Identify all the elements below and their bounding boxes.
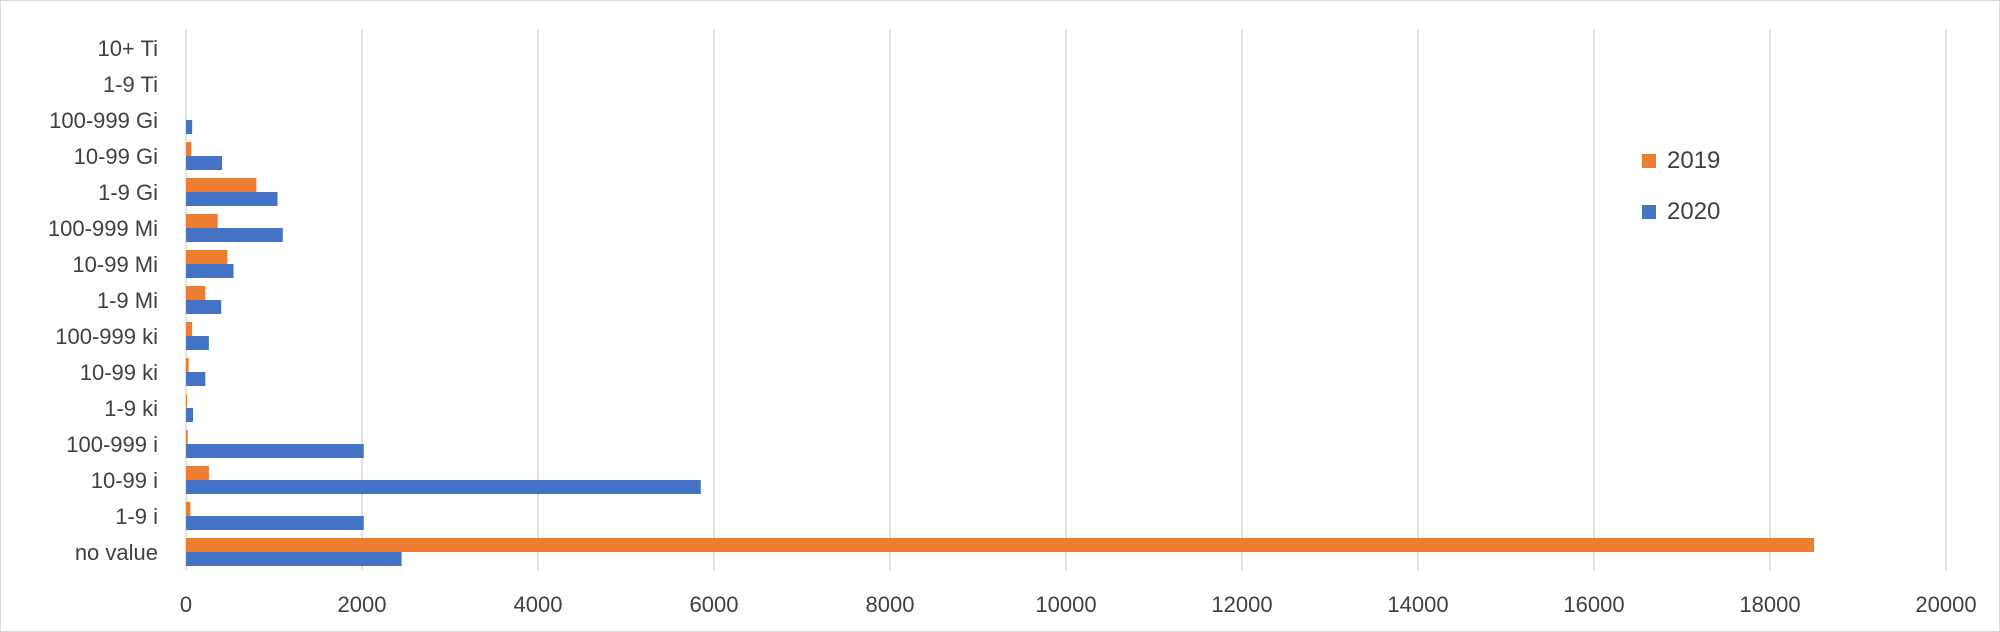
bar-2020 bbox=[186, 156, 223, 170]
legend-swatch-2019 bbox=[1642, 154, 1656, 168]
bar-2020 bbox=[186, 516, 364, 530]
bar-2020 bbox=[186, 264, 234, 278]
legend-label-2019: 2019 bbox=[1667, 147, 1720, 174]
category-label: 10+ Ti bbox=[97, 36, 158, 61]
x-tick-label: 10000 bbox=[1035, 592, 1096, 617]
bar-2020 bbox=[186, 192, 278, 206]
x-tick-label: 20000 bbox=[1915, 592, 1976, 617]
bar-2020 bbox=[186, 300, 222, 314]
category-label: no value bbox=[75, 540, 158, 565]
category-label: 1-9 Gi bbox=[98, 180, 158, 205]
bar-2020 bbox=[186, 336, 209, 350]
legend-swatch-2020 bbox=[1642, 205, 1656, 219]
bar-2020 bbox=[186, 228, 283, 242]
bar-2019 bbox=[186, 322, 193, 336]
bar-2020 bbox=[186, 552, 402, 566]
bar-2019 bbox=[186, 502, 191, 516]
category-label: 1-9 ki bbox=[104, 396, 158, 421]
x-tick-label: 18000 bbox=[1739, 592, 1800, 617]
x-tick-label: 8000 bbox=[866, 592, 915, 617]
category-label: 1-9 Mi bbox=[97, 288, 158, 313]
category-label: 10-99 ki bbox=[80, 360, 158, 385]
bar-2019 bbox=[186, 358, 189, 372]
category-label: 10-99 Gi bbox=[74, 144, 158, 169]
x-tick-label: 16000 bbox=[1563, 592, 1624, 617]
bar-2020 bbox=[186, 480, 701, 494]
x-tick-label: 4000 bbox=[514, 592, 563, 617]
x-tick-label: 0 bbox=[180, 592, 192, 617]
x-tick-label: 14000 bbox=[1387, 592, 1448, 617]
bar-2020 bbox=[186, 372, 206, 386]
category-label: 10-99 i bbox=[91, 468, 158, 493]
category-label: 1-9 i bbox=[115, 504, 158, 529]
bar-2020 bbox=[186, 444, 364, 458]
bar-2019 bbox=[186, 142, 192, 156]
bar-2019 bbox=[186, 466, 209, 480]
bar-2019 bbox=[186, 214, 218, 228]
category-label: 100-999 Mi bbox=[48, 216, 158, 241]
bar-2019 bbox=[186, 286, 206, 300]
category-label: 100-999 Gi bbox=[49, 108, 158, 133]
legend-label-2020: 2020 bbox=[1667, 198, 1720, 225]
category-label: 100-999 i bbox=[66, 432, 158, 457]
x-tick-label: 2000 bbox=[338, 592, 387, 617]
bar-2020 bbox=[186, 120, 193, 134]
x-tick-label: 12000 bbox=[1211, 592, 1272, 617]
bar-2020 bbox=[186, 408, 194, 422]
category-label: 100-999 ki bbox=[55, 324, 158, 349]
category-label: 1-9 Ti bbox=[103, 72, 158, 97]
x-tick-label: 6000 bbox=[690, 592, 739, 617]
bar-2019 bbox=[186, 430, 188, 444]
bar-2019 bbox=[186, 250, 228, 264]
bar-2019 bbox=[186, 178, 257, 192]
category-label: 10-99 Mi bbox=[72, 252, 158, 277]
bar-2019 bbox=[186, 394, 187, 408]
bar-2019 bbox=[186, 538, 1814, 552]
